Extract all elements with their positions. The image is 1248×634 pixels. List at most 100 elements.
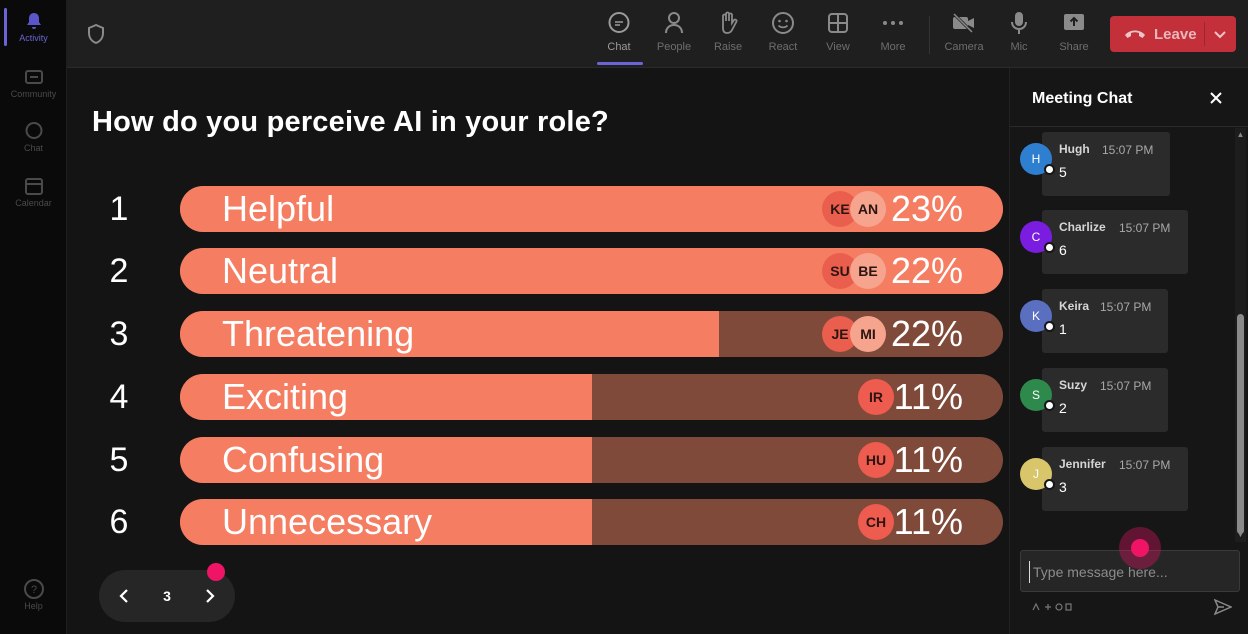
toolbar-view-button[interactable]: View	[814, 10, 862, 62]
chat-message[interactable]: Charlize 15:07 PM 6	[1042, 210, 1188, 274]
option-bar: Unnecessary CH 11%	[180, 499, 1003, 545]
more-icon	[880, 10, 906, 36]
message-time: 15:07 PM	[1100, 300, 1152, 314]
voter-avatar: AN	[850, 191, 886, 227]
send-icon[interactable]	[1213, 598, 1233, 616]
presence-status-icon	[1044, 164, 1055, 175]
option-bar: Confusing HU 11%	[180, 437, 1003, 483]
calendar-icon	[23, 175, 45, 197]
option-label: Threatening	[222, 313, 415, 354]
grid-icon	[825, 10, 851, 36]
scroll-down-arrow-icon[interactable]: ▼	[1236, 530, 1245, 539]
toolbar-mic-button[interactable]: Mic	[995, 10, 1043, 62]
poll-question: How do you perceive AI in your role?	[92, 106, 609, 138]
chat-avatar[interactable]: K	[1020, 300, 1055, 332]
active-tab-indicator	[597, 62, 643, 65]
option-bar-fill	[180, 374, 592, 420]
option-number: 3	[109, 315, 129, 353]
toolbar-chat-button[interactable]: Chat	[595, 10, 643, 62]
rail-label: Calendar	[15, 198, 52, 208]
chevron-down-icon[interactable]	[1210, 24, 1230, 44]
option-bar: Threatening JE MI 22%	[180, 311, 1003, 357]
voter-avatar: CH	[858, 504, 894, 540]
voter-avatar: KE	[822, 191, 858, 227]
message-time: 15:07 PM	[1119, 221, 1171, 235]
page-number: 3	[163, 588, 171, 604]
message-text: 1	[1059, 321, 1067, 337]
message-compose-box[interactable]	[1020, 550, 1240, 592]
chevron-left-icon[interactable]	[115, 586, 135, 606]
share-icon	[1061, 10, 1087, 36]
chat-avatar[interactable]: S	[1020, 379, 1055, 411]
leave-button[interactable]: Leave	[1110, 16, 1236, 52]
poll-option-row: 5 Confusing HU 11%	[67, 437, 1009, 485]
mic-icon	[1006, 10, 1032, 36]
toolbar-react-button[interactable]: React	[759, 10, 807, 62]
chat-avatar[interactable]: C	[1020, 221, 1055, 253]
presence-status-icon	[1044, 242, 1055, 253]
chat-avatar[interactable]: H	[1020, 143, 1055, 175]
toolbar-label: More	[880, 41, 906, 53]
toolbar-raise-button[interactable]: Raise	[704, 10, 752, 62]
rail-item-community[interactable]: Community	[0, 66, 67, 99]
poll-option-row: 3 Threatening JE MI 22%	[67, 311, 1009, 359]
toolbar-share-button[interactable]: Share	[1050, 10, 1098, 62]
message-author: Charlize	[1059, 220, 1106, 234]
chat-message[interactable]: Keira 15:07 PM 1	[1042, 289, 1168, 353]
avatar-initial: H	[1031, 152, 1041, 166]
close-icon[interactable]	[1208, 90, 1224, 106]
message-time: 15:07 PM	[1119, 458, 1171, 472]
toolbar-label: Share	[1059, 41, 1089, 53]
presence-status-icon	[1044, 400, 1055, 411]
voter-avatar: HU	[858, 442, 894, 478]
rail-label: Community	[10, 89, 57, 99]
toolbar-camera-button[interactable]: Camera	[940, 10, 988, 62]
option-bar-fill	[180, 311, 719, 357]
rail-item-calendar[interactable]: Calendar	[0, 175, 67, 208]
rail-label: Chat	[23, 143, 43, 153]
option-number: 2	[109, 252, 129, 290]
option-bar-fill	[180, 437, 592, 483]
option-percent: 11%	[893, 376, 963, 417]
meeting-toolbar: Chat People Raise React View	[67, 0, 1248, 68]
rail-item-activity[interactable]: Activity	[0, 10, 67, 43]
rail-label: Activity	[19, 33, 48, 43]
format-icon[interactable]	[1032, 602, 1072, 614]
rail-active-indicator	[4, 8, 7, 46]
toolbar-more-button[interactable]: More	[869, 10, 917, 62]
chat-message[interactable]: Suzy 15:07 PM 2	[1042, 368, 1168, 432]
message-text: 6	[1059, 242, 1067, 258]
option-number: 4	[109, 378, 129, 416]
toolbar-people-button[interactable]: People	[650, 10, 698, 62]
shield-icon[interactable]	[87, 23, 105, 45]
option-label: Unnecessary	[222, 501, 433, 542]
chat-message[interactable]: Hugh 15:07 PM 5	[1042, 132, 1170, 196]
option-percent: 11%	[893, 439, 963, 480]
option-label: Confusing	[222, 439, 385, 480]
voter-avatar: BE	[850, 253, 886, 289]
scroll-up-arrow-icon[interactable]: ▲	[1236, 130, 1245, 139]
leave-label: Leave	[1154, 25, 1197, 43]
option-bar: Helpful KE AN 23%	[180, 186, 1003, 232]
rail-label: Help	[24, 601, 43, 611]
avatar-initial: J	[1033, 467, 1039, 481]
presence-status-icon	[1044, 321, 1055, 332]
chat-message[interactable]: Jennifer 15:07 PM 3	[1042, 447, 1188, 511]
camera-off-icon	[951, 10, 977, 36]
option-label: Helpful	[222, 188, 335, 229]
message-input[interactable]	[1029, 561, 1229, 583]
presence-status-icon	[1044, 479, 1055, 490]
scrollbar-thumb[interactable]	[1237, 314, 1244, 534]
option-bar: Exciting IR 11%	[180, 374, 1003, 420]
poll-stage: How do you perceive AI in your role? 1 He…	[67, 68, 1009, 634]
slide-pager: 3	[99, 570, 235, 622]
option-percent: 11%	[893, 501, 963, 542]
chevron-right-icon[interactable]	[199, 586, 219, 606]
toolbar-label: Mic	[1010, 41, 1028, 53]
click-indicator	[207, 563, 225, 581]
rail-item-help[interactable]: ? Help	[0, 578, 67, 611]
rail-item-chat[interactable]: Chat	[0, 120, 67, 153]
chat-avatar[interactable]: J	[1020, 458, 1055, 490]
option-percent: 23%	[890, 188, 963, 229]
option-bar: Neutral SU BE 22%	[180, 248, 1003, 294]
